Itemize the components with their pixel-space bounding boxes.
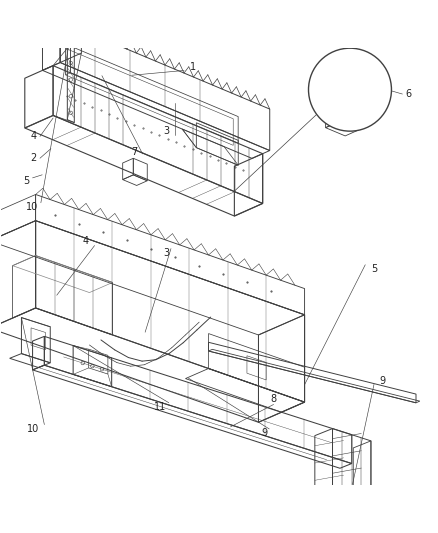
- Text: 3: 3: [163, 126, 170, 136]
- Text: 1: 1: [190, 62, 196, 72]
- Text: 4: 4: [30, 132, 36, 141]
- Text: 6: 6: [406, 89, 412, 99]
- Text: 3: 3: [163, 248, 170, 258]
- Text: 11: 11: [154, 402, 166, 412]
- Circle shape: [308, 48, 392, 131]
- Text: 10: 10: [27, 424, 39, 434]
- Text: 8: 8: [271, 394, 277, 404]
- Text: 4: 4: [83, 236, 89, 246]
- Text: 2: 2: [30, 153, 36, 163]
- Text: 7: 7: [131, 147, 137, 157]
- Text: 5: 5: [23, 176, 29, 187]
- Text: 10: 10: [26, 202, 38, 212]
- Text: 5: 5: [371, 264, 377, 274]
- Text: 9: 9: [380, 376, 386, 386]
- Text: 9: 9: [262, 429, 268, 438]
